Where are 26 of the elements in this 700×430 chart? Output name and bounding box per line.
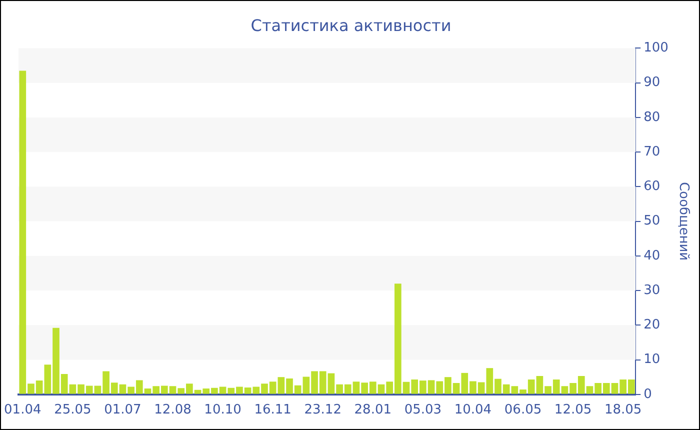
x-tick-label: 16.11 xyxy=(254,402,292,418)
y-tick-label: 70 xyxy=(644,144,660,160)
y-tick-label: 100 xyxy=(644,40,668,56)
y-tick-label: 40 xyxy=(644,248,660,264)
y-tick-label: 30 xyxy=(644,282,660,298)
y-tick-label: 50 xyxy=(644,214,660,229)
x-tick-label: 01.04 xyxy=(4,402,42,418)
x-tick-label: 18.05 xyxy=(604,402,642,418)
y-tick-label: 80 xyxy=(644,110,660,125)
y-tick-label: 90 xyxy=(644,75,660,90)
x-tick-label: 10.10 xyxy=(204,402,242,418)
x-tick-label: 28.01 xyxy=(354,402,392,418)
y-axis-title: Сообщений xyxy=(676,182,691,261)
x-tick-label: 25.05 xyxy=(54,402,92,418)
x-tick-label: 06.05 xyxy=(504,402,542,418)
chart-title: Статистика активности xyxy=(250,16,452,35)
y-tick-label: 60 xyxy=(644,179,660,194)
x-tick-label: 12.08 xyxy=(154,402,192,418)
x-tick-label: 10.04 xyxy=(454,402,492,418)
x-tick-label: 01.07 xyxy=(104,402,142,418)
y-tick-label: 20 xyxy=(644,318,660,333)
y-tick-label: 10 xyxy=(644,352,660,368)
x-tick-label: 23.12 xyxy=(304,402,342,418)
y-tick-label: 0 xyxy=(644,386,652,402)
x-tick-label: 12.05 xyxy=(554,402,592,418)
x-tick-label: 05.03 xyxy=(404,402,442,418)
